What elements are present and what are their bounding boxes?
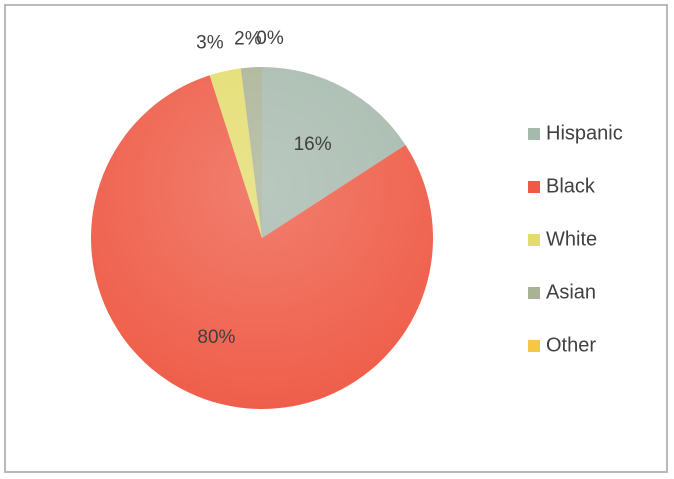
data-label-hispanic: 16% bbox=[294, 134, 332, 155]
data-label-asian: 2% bbox=[234, 28, 262, 49]
legend-swatch-white bbox=[528, 234, 540, 246]
legend-swatch-other bbox=[528, 340, 540, 352]
data-label-white: 3% bbox=[196, 33, 224, 54]
legend-label-hispanic: Hispanic bbox=[546, 122, 623, 144]
legend-swatch-asian bbox=[528, 287, 540, 299]
pie-slices bbox=[90, 67, 434, 410]
chart-frame: 16% 80% 3% 2% 0% Hispanic Black White Asian Othe… bbox=[4, 4, 668, 473]
legend: Hispanic Black White Asian Other bbox=[528, 122, 623, 356]
legend-label-black: Black bbox=[546, 175, 596, 197]
pie-chart: 16% 80% 3% 2%0% Hispanic Black White Asian Othe… bbox=[90, 28, 623, 410]
legend-swatch-black bbox=[528, 181, 540, 193]
legend-label-other: Other bbox=[546, 334, 596, 356]
pie-data-labels: 16% 80% 3% 2%0% bbox=[196, 28, 332, 348]
legend-label-white: White bbox=[546, 228, 597, 250]
legend-swatch-hispanic bbox=[528, 128, 540, 140]
legend-label-asian: Asian bbox=[546, 281, 596, 303]
data-label-black: 80% bbox=[197, 327, 235, 348]
data-label-other: 0% bbox=[256, 28, 284, 49]
